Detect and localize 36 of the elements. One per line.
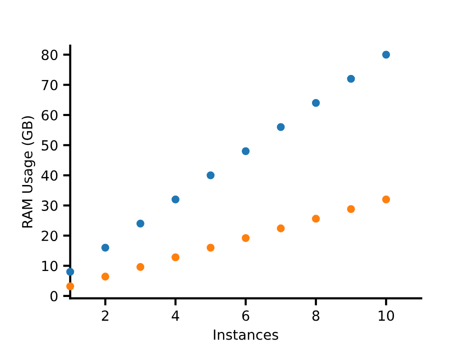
point [276, 123, 285, 132]
point [206, 244, 215, 252]
point [136, 220, 144, 228]
point [101, 244, 110, 252]
x-tick-label: 8 [312, 310, 320, 321]
point [66, 268, 74, 276]
x-tick-label: 4 [172, 310, 180, 321]
y-tick-label: 0 [50, 290, 58, 302]
point [66, 282, 74, 290]
x-tick-label: 6 [242, 310, 250, 321]
point [382, 50, 390, 59]
y-tick-label: 30 [42, 200, 58, 211]
y-tick-label: 70 [42, 80, 58, 90]
point [347, 205, 355, 214]
y-tick-label: 50 [42, 140, 58, 151]
point [172, 253, 180, 262]
y-tick-label: 10 [42, 260, 58, 272]
point [312, 98, 320, 107]
y-tick-label: 40 [41, 170, 58, 181]
point [172, 195, 180, 204]
x-tick-label: 2 [102, 310, 108, 321]
point [382, 195, 390, 204]
x-tick-label: 10 [378, 310, 394, 321]
point [312, 214, 320, 223]
point [276, 224, 285, 232]
point [242, 147, 250, 156]
y-tick-label: 20 [42, 230, 58, 242]
y-axis-title: RAM Usage (GB) [22, 116, 36, 228]
point [347, 74, 355, 83]
x-axis-title: Instances [214, 330, 278, 340]
point [206, 171, 215, 180]
point [242, 234, 250, 242]
point [101, 272, 110, 281]
point [136, 263, 144, 271]
y-tick-label: 60 [42, 110, 58, 120]
y-tick-label: 80 [42, 50, 58, 60]
